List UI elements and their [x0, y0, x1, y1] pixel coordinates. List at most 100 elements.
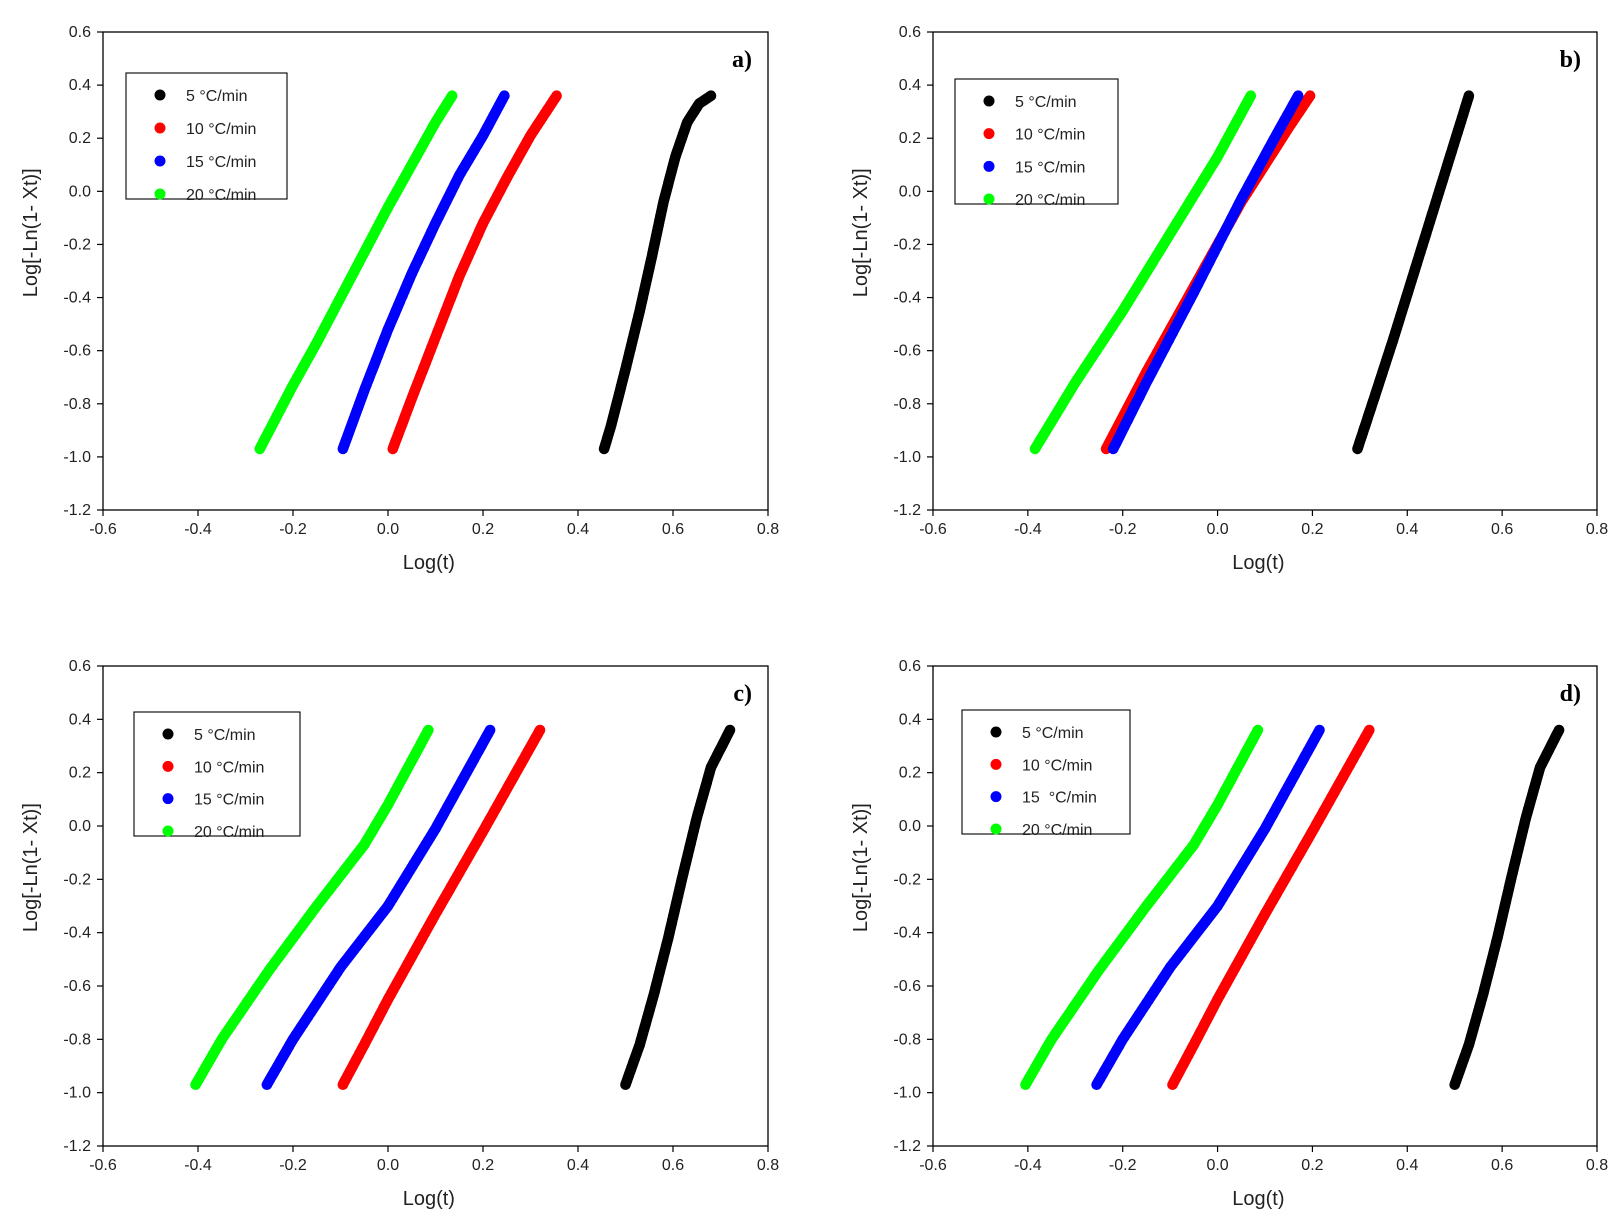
legend-marker	[154, 188, 166, 200]
y-tick-label: 0.2	[899, 765, 921, 782]
x-tick-label: 0.8	[757, 521, 779, 538]
y-tick-label: -0.8	[893, 396, 921, 413]
x-tick-label: 0.8	[1586, 521, 1608, 538]
x-tick-label: -0.4	[1014, 1157, 1042, 1174]
y-tick-label: -0.8	[63, 1031, 91, 1048]
y-tick-label: 0.6	[899, 658, 921, 675]
legend-marker	[983, 128, 995, 140]
panel-label: a)	[732, 47, 752, 73]
x-tick-label: 0.4	[1396, 521, 1418, 538]
y-tick-label: 0.2	[899, 130, 921, 147]
y-tick-label: -1.2	[63, 1138, 91, 1155]
x-tick-label: -0.2	[279, 1157, 307, 1174]
y-axis-label: Log[-Ln(1- Xt)]	[850, 803, 872, 932]
x-tick-label: 0.8	[1586, 1157, 1608, 1174]
x-tick-label: 0.4	[567, 521, 589, 538]
x-tick-label: 0.0	[377, 521, 399, 538]
legend-marker	[990, 758, 1002, 770]
y-tick-label: -0.6	[63, 343, 91, 360]
data-point	[534, 724, 546, 736]
x-tick-label: -0.2	[1109, 1157, 1137, 1174]
legend-entry-label: 5 °C/min	[1022, 725, 1084, 742]
x-tick-label: 0.8	[757, 1157, 779, 1174]
legend-marker	[983, 193, 995, 205]
x-tick-label: -0.2	[279, 521, 307, 538]
y-tick-label: 0.4	[69, 77, 91, 94]
x-tick-label: 0.4	[567, 1157, 589, 1174]
y-tick-label: -1.0	[893, 449, 921, 466]
chart-panel: -0.6 -0.4 -0.2 0.0 0.2 0.4 0.6 0.8 -1.2 -1.0 -0.8 -…	[20, 658, 779, 1210]
legend-entry-label: 10 °C/min	[194, 759, 264, 776]
data-point	[1304, 90, 1316, 101]
legend-marker	[990, 791, 1002, 803]
y-tick-label: -0.8	[893, 1031, 921, 1048]
plot-frame	[932, 31, 1598, 511]
data-point	[724, 724, 736, 736]
legend-entry-label: 15 °C/min	[1015, 159, 1085, 176]
legend-entry-label: 15 °C/min	[1022, 790, 1097, 807]
legend-marker	[983, 95, 995, 107]
chart-panel: -0.6 -0.4 -0.2 0.0 0.2 0.4 0.6 0.8 -1.2 -1.0 -0.8 -…	[20, 24, 779, 574]
plot-frame	[102, 31, 769, 511]
y-tick-label: 0.2	[69, 765, 91, 782]
series-series-5	[1449, 724, 1565, 1090]
y-tick-label: -0.2	[893, 236, 921, 253]
y-axis-label: Log[-Ln(1- Xt)]	[850, 168, 872, 297]
x-tick-label: 0.2	[1301, 1157, 1323, 1174]
data-point	[1245, 90, 1257, 101]
y-tick-label: -0.6	[63, 978, 91, 995]
x-tick-label: 0.0	[377, 1157, 399, 1174]
legend-marker	[162, 760, 174, 772]
x-axis-label: Log(t)	[403, 1188, 455, 1210]
x-tick-label: -0.4	[1014, 521, 1042, 538]
y-tick-label: 0.4	[899, 77, 921, 94]
plot-frame	[102, 665, 769, 1147]
x-axis-label: Log(t)	[1232, 1188, 1284, 1210]
x-tick-label: 0.6	[662, 521, 684, 538]
x-axis-label: Log(t)	[403, 552, 455, 574]
series-series-15	[261, 724, 496, 1090]
data-point	[1463, 90, 1475, 101]
panel-label: c)	[733, 681, 752, 707]
x-tick-label: -0.6	[89, 521, 117, 538]
y-tick-label: 0.0	[899, 183, 921, 200]
legend-entry-label: 20 °C/min	[1022, 822, 1092, 839]
y-tick-label: 0.6	[69, 658, 91, 675]
y-tick-label: -0.8	[63, 396, 91, 413]
legend-box	[961, 709, 1131, 835]
data-point	[499, 90, 510, 101]
legend-marker	[154, 89, 166, 101]
x-tick-label: -0.6	[919, 1157, 947, 1174]
legend-entry-label: 5 °C/min	[1015, 94, 1077, 111]
y-tick-label: -0.2	[63, 236, 91, 253]
y-axis-label: Log[-Ln(1- Xt)]	[20, 168, 42, 297]
series-series-15	[1107, 90, 1304, 455]
legend-marker	[162, 793, 174, 805]
y-tick-label: 0.0	[899, 818, 921, 835]
x-tick-label: 0.0	[1206, 521, 1228, 538]
y-tick-label: -1.2	[893, 1138, 921, 1155]
y-tick-label: -1.2	[63, 502, 91, 519]
legend-entry-label: 5 °C/min	[194, 727, 256, 744]
y-tick-label: -1.2	[893, 502, 921, 519]
series-series-5	[1352, 90, 1475, 455]
data-point	[484, 724, 496, 736]
x-tick-label: 0.6	[1491, 1157, 1513, 1174]
legend-marker	[162, 825, 174, 837]
data-point	[1553, 724, 1565, 736]
y-tick-label: -0.4	[893, 290, 921, 307]
y-tick-label: -0.4	[63, 290, 91, 307]
series-series-10	[387, 90, 562, 455]
data-point	[705, 90, 717, 101]
series-series-20	[1020, 724, 1264, 1090]
x-tick-label: 0.2	[472, 1157, 494, 1174]
y-tick-label: -0.2	[63, 871, 91, 888]
legend-entry-label: 15 °C/min	[186, 154, 256, 171]
data-point	[1314, 724, 1325, 736]
legend-entry-label: 10 °C/min	[186, 121, 256, 138]
series-series-20	[190, 724, 434, 1090]
plot-frame	[932, 665, 1598, 1147]
legend-entry-label: 20 °C/min	[194, 824, 264, 841]
chart-panel: -0.6 -0.4 -0.2 0.0 0.2 0.4 0.6 0.8 -1.2 -1.0 -0.8 -…	[850, 24, 1608, 574]
